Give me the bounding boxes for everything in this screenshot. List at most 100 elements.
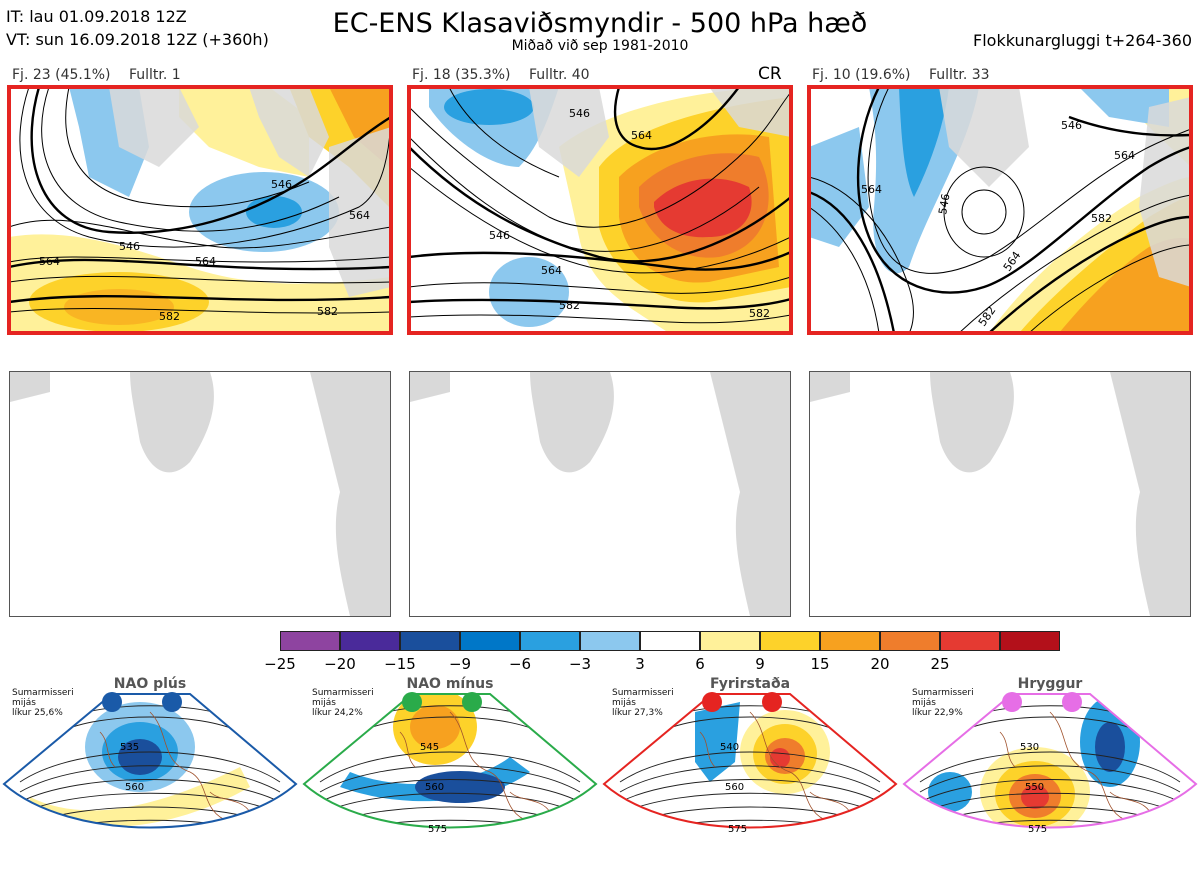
contour-label: 582 [159, 310, 180, 323]
regime-contour-label: 575 [728, 824, 747, 835]
colorbar-cell [460, 631, 520, 651]
contour-label: 546 [119, 240, 140, 253]
colorbar-tick: 15 [810, 655, 830, 673]
colorbar-tick: 3 [635, 655, 645, 673]
regime-contour-label: 540 [720, 742, 739, 753]
colorbar-tick: −6 [508, 655, 532, 673]
regime-panel: 535 560 NAO plús Sumarmisseri mijás líkur 25,… [0, 672, 300, 871]
regime-marker-dot [102, 692, 122, 712]
regime-marker-dot [702, 692, 722, 712]
colorbar-tick: 9 [755, 655, 765, 673]
empty-map-3 [809, 371, 1191, 617]
contour-label: 564 [1114, 149, 1135, 162]
regime-fan-map: 540 560 575 [602, 693, 898, 835]
regime-contour-label: 530 [1020, 742, 1039, 753]
regime-name: Fyrirstaða [709, 676, 791, 692]
page-title: EC-ENS Klasaviðsmyndir - 500 hPa hæð [332, 8, 868, 39]
colorbar-cell [880, 631, 940, 651]
regime-panel: 540 560 575 Fyrirstaða Sumarmisseri mijás líku… [600, 672, 900, 871]
colorbar-tick: 25 [930, 655, 950, 673]
regime-contour-label: 535 [120, 742, 139, 753]
regime-note-line: mijás [612, 698, 636, 708]
colorbar-cell [940, 631, 1000, 651]
contour-label: 546 [489, 229, 510, 242]
regime-marker-dot [1062, 692, 1082, 712]
regime-name: NAO plús [113, 676, 187, 692]
regime-marker-dot [1002, 692, 1022, 712]
colorbar-cell [520, 631, 580, 651]
init-time: IT: lau 01.09.2018 12Z [6, 7, 187, 26]
classification-window: Flokkunargluggi t+264-360 [973, 31, 1192, 50]
regime-note-line: Sumarmisseri [312, 688, 374, 698]
contour-label: 546 [1061, 119, 1082, 132]
cluster-1-rep: Fulltr. 1 [128, 67, 181, 83]
colorbar-tick: 20 [870, 655, 890, 673]
colorbar-cell [1000, 631, 1060, 651]
contour-label: 564 [541, 264, 562, 277]
contour-label: 546 [271, 178, 292, 191]
contour-label: 582 [559, 299, 580, 312]
colorbar-cell [700, 631, 760, 651]
cluster-1-label: Fj. 23 (45.1%) Fulltr. 1 [12, 67, 195, 83]
regime-note-line: mijás [12, 698, 36, 708]
colorbar-tick: 6 [695, 655, 705, 673]
regime-note-line: mijás [912, 698, 936, 708]
colorbar-cell [820, 631, 880, 651]
regime-fan-map: 530 550 575 [902, 693, 1198, 835]
regime-note-line: Sumarmisseri [12, 688, 74, 698]
regime-contour-label: 550 [1025, 782, 1044, 793]
regime-note-line: líkur 27,3% [612, 708, 663, 718]
regime-name: Hryggur [1017, 676, 1083, 692]
regime-note-line: Sumarmisseri [912, 688, 974, 698]
regime-panel: 530 550 575 Hryggur Sumarmisseri mijás líkur 2… [900, 672, 1200, 871]
cluster-2-rep: Fulltr. 40 [528, 67, 590, 83]
regime-note-line: líkur 24,2% [312, 708, 363, 718]
cluster-2-tag: CR [758, 64, 782, 84]
regime-note-line: líkur 25,6% [12, 708, 63, 718]
colorbar-tick: −15 [384, 655, 416, 673]
regime-marker-dot [162, 692, 182, 712]
regime-marker-dot [462, 692, 482, 712]
regime-note-line: líkur 22,9% [912, 708, 963, 718]
regime-contour-label: 575 [428, 824, 447, 835]
regime-note: Sumarmisseri mijás líkur 24,2% [312, 688, 374, 718]
cluster-2-label: Fj. 18 (35.3%) Fulltr. 40 [412, 67, 604, 83]
cluster-3-rep: Fulltr. 33 [928, 67, 990, 83]
cluster-2-frame [407, 85, 793, 335]
colorbar-tick: −25 [264, 655, 296, 673]
regime-contour-label: 560 [725, 782, 744, 793]
regime-contour-label: 560 [125, 782, 144, 793]
cluster-1-count: Fj. 23 (45.1%) [12, 67, 111, 83]
regime-panel: 545 560 575 NAO mínus Sumarmisseri mijás líkur… [300, 672, 600, 871]
contour-label: 582 [749, 307, 770, 320]
regime-name: NAO mínus [406, 676, 494, 692]
contour-label: 564 [39, 255, 60, 268]
regime-note-line: Sumarmisseri [612, 688, 674, 698]
contour-label: 582 [317, 305, 338, 318]
regime-contour-label: 575 [1028, 824, 1047, 835]
contour-label: 546 [569, 107, 590, 120]
cluster-3-frame [807, 85, 1193, 335]
regime-marker-dot [762, 692, 782, 712]
contour-label: 564 [861, 183, 882, 196]
cluster-3-label: Fj. 10 (19.6%) Fulltr. 33 [812, 67, 1004, 83]
colorbar-cell [580, 631, 640, 651]
page-subtitle: Miðað við sep 1981-2010 [511, 38, 689, 54]
cluster-3-map: 546 564 564 546 582 564 582 [809, 87, 1191, 333]
cluster-1-map: 546 546 564 564 582 582 564 [9, 87, 391, 333]
regime-note: Sumarmisseri mijás líkur 27,3% [612, 688, 674, 718]
contour-label: 564 [195, 255, 216, 268]
cluster-2-count: Fj. 18 (35.3%) [412, 67, 511, 83]
regime-fan-map: 545 560 575 [302, 693, 598, 835]
cluster-3-count: Fj. 10 (19.6%) [812, 67, 911, 83]
colorbar-tick: −9 [448, 655, 472, 673]
colorbar-cell [280, 631, 340, 651]
regime-contour-label: 560 [425, 782, 444, 793]
colorbar-cell [340, 631, 400, 651]
regime-fan-map: 535 560 [2, 693, 298, 829]
regime-marker-dot [402, 692, 422, 712]
cluster-2-map: 546 546 564 582 564 582 [409, 87, 791, 333]
empty-map-1 [9, 371, 391, 617]
regime-note: Sumarmisseri mijás líkur 22,9% [912, 688, 974, 718]
regime-note: Sumarmisseri mijás líkur 25,6% [12, 688, 74, 718]
